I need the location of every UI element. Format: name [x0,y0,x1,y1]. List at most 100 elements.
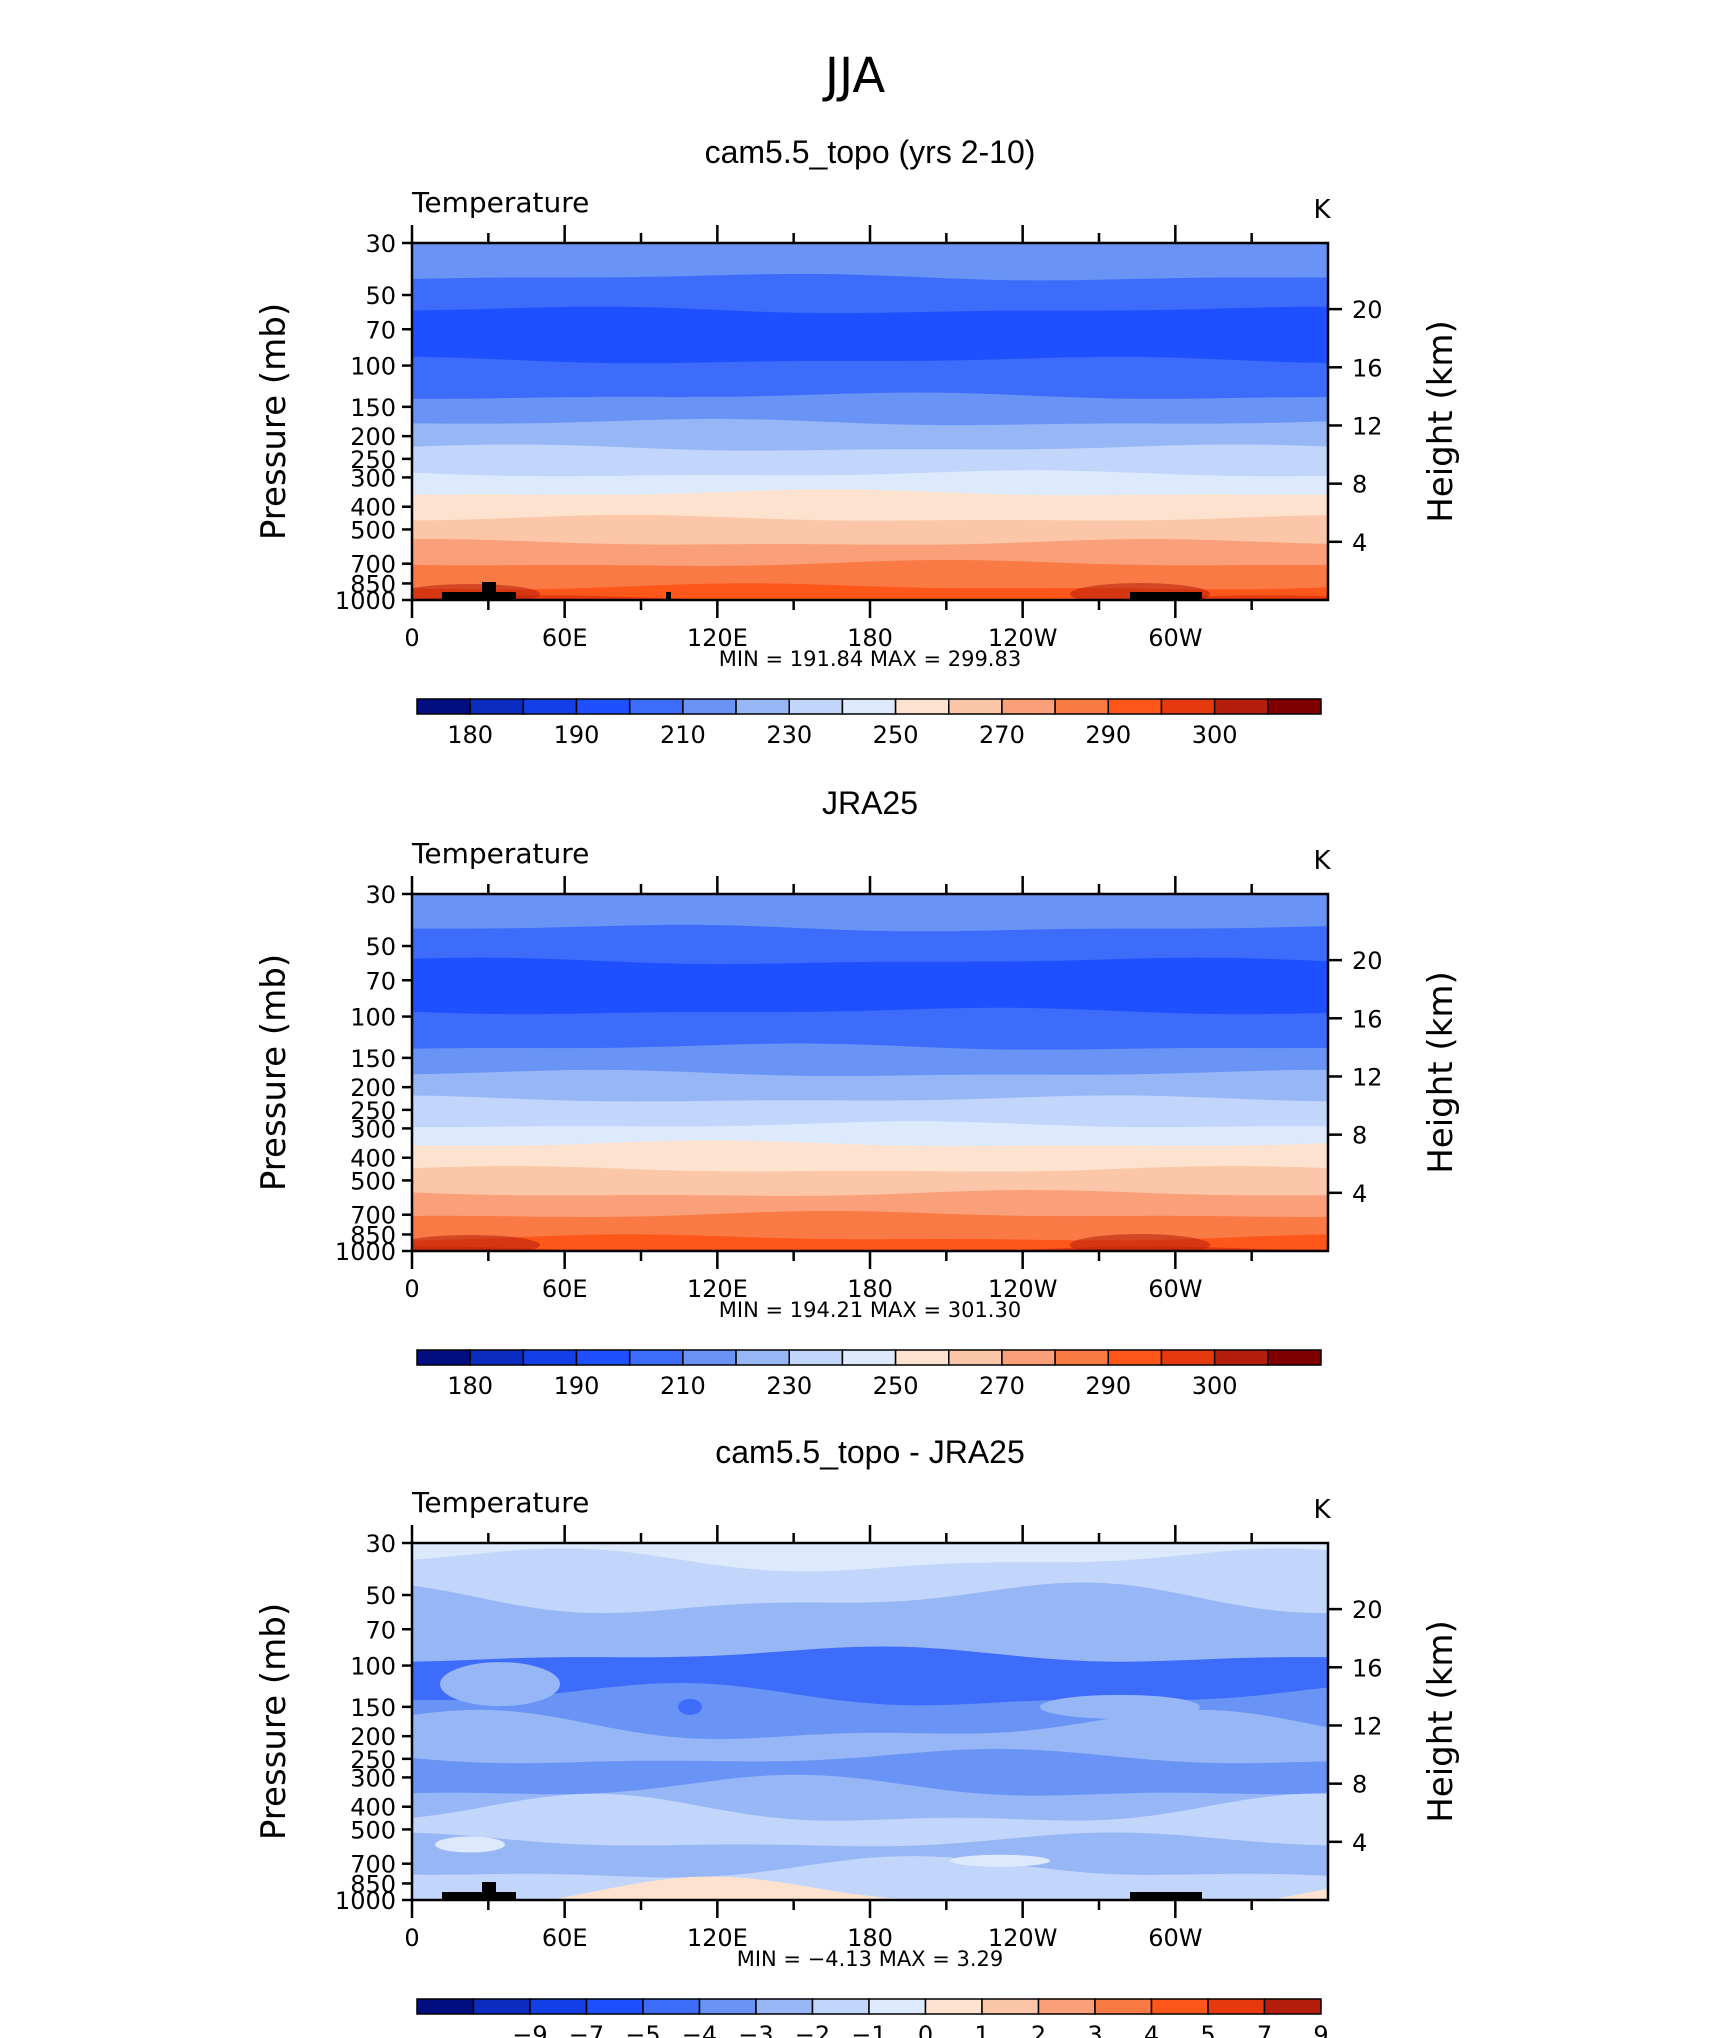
colorbar-swatch-2 [472,1998,531,2015]
topography-mask-1 [442,592,512,600]
y-right-tick-label: 16 [1352,1005,1383,1033]
y-right-tick-label: 4 [1352,529,1367,557]
x-tick-label: 60W [1148,624,1202,652]
y-tick-label: 50 [365,282,396,310]
colorbar-label: −1 [851,2021,886,2038]
y-right-tick-label: 16 [1352,1654,1383,1682]
colorbar-swatch-17 [1267,698,1322,715]
min-max-stats: MIN = 194.21 MAX = 301.30 [719,1298,1021,1322]
contour-blob-2 [1040,1694,1200,1719]
y-axis-title: Pressure (mb) [254,1603,294,1840]
topography-mask-3 [494,1892,516,1900]
min-max-stats: MIN = −4.13 MAX = 3.29 [737,1947,1004,1971]
surface-pocket-1 [412,1235,540,1251]
x-tick-label: 120E [687,1275,748,1303]
y-tick-label: 30 [365,1530,396,1558]
y-tick-label: 1000 [335,1887,396,1915]
y-axis-title: Pressure (mb) [254,303,294,540]
colorbar-swatch-6 [682,1349,737,1366]
colorbar-swatch-3 [522,1349,578,1366]
colorbar-swatch-13 [1094,1998,1153,2015]
y-right-tick-label: 8 [1352,471,1367,499]
colorbar-label: 230 [766,1372,812,1400]
topography-mask-2 [482,582,496,600]
y-right-tick-label: 20 [1352,947,1383,975]
topography-mask-4 [1130,592,1202,600]
colorbar-swatch-3 [522,698,578,715]
min-max-stats: MIN = 191.84 MAX = 299.83 [719,647,1021,671]
colorbar-label: 2 [1031,2021,1046,2038]
units-label: K [1313,846,1331,876]
units-label: K [1313,195,1331,225]
y-tick-label: 500 [350,1167,396,1195]
colorbar-label: 5 [1200,2021,1215,2038]
colorbar-swatch-1 [416,1349,471,1366]
colorbar-swatch-3 [529,1998,588,2015]
y-right-tick-label: 20 [1352,296,1383,324]
y-tick-label: 500 [350,516,396,544]
plot-area [412,243,1328,600]
colorbar-swatch-16 [1213,698,1269,715]
colorbar-swatch-10 [894,698,950,715]
topography-mask-5 [666,592,671,600]
colorbar-swatch-6 [682,698,737,715]
field-label: Temperature [411,186,589,219]
y-tick-label: 70 [365,316,396,344]
colorbar-swatch-6 [698,1998,757,2015]
panel-title: cam5.5_topo (yrs 2-10) [705,134,1036,170]
colorbar-label: 180 [447,1372,493,1400]
figure-title: JJA [822,48,885,104]
colorbar-label: 290 [1085,721,1131,749]
y-tick-label: 400 [350,494,396,522]
y-tick-label: 100 [350,1653,396,1681]
y-right-tick-label: 4 [1352,1180,1367,1208]
colorbar-label: 300 [1192,1372,1238,1400]
colorbar-label: 1 [974,2021,989,2038]
y-right-axis-title: Height (km) [1421,320,1461,523]
chart-panel-3: cam5.5_topo - JRA25 Temperature K 0 60E 120E 1… [254,1434,1461,2038]
y-right-tick-label: 16 [1352,354,1383,382]
chart-panel-2: JRA25 Temperature K 0 60E 120E 180 120W 60W 30 50 7… [254,785,1461,1400]
colorbar-swatch-10 [894,1349,950,1366]
y-tick-label: 200 [350,1723,396,1751]
y-right-tick-label: 12 [1352,1712,1383,1740]
topography-mask-3 [494,592,516,600]
chart-panel-1: cam5.5_topo (yrs 2-10) Temperature K 0 60E 12… [254,134,1461,749]
y-right-axis-title: Height (km) [1421,1620,1461,1823]
colorbar-label: 210 [660,721,706,749]
colorbar-label: 290 [1085,1372,1131,1400]
colorbar-swatch-15 [1160,698,1216,715]
colorbar-label: 270 [979,1372,1025,1400]
y-tick-label: 200 [350,1074,396,1102]
colorbar-label: 4 [1144,2021,1159,2038]
x-tick-label: 120E [687,624,748,652]
y-tick-label: 250 [350,1097,396,1125]
colorbar-label: 9 [1313,2021,1328,2038]
contour-blob-4 [950,1854,1050,1867]
x-tick-label: 0 [404,1924,419,1952]
x-tick-label: 120W [988,624,1058,652]
colorbar-swatch-16 [1213,1349,1269,1366]
contour-blob-3 [435,1836,505,1853]
colorbar-swatch-8 [811,1998,870,2015]
y-tick-label: 250 [350,446,396,474]
colorbar-label: −3 [738,2021,773,2038]
x-tick-label: 0 [404,624,419,652]
colorbar-swatch-11 [948,1349,1003,1366]
colorbar-label: 3 [1087,2021,1102,2038]
x-tick-label: 180 [847,624,893,652]
colorbar-label: 270 [979,721,1025,749]
x-tick-label: 120W [988,1924,1058,1952]
x-tick-label: 60E [542,1924,588,1952]
y-tick-label: 150 [350,394,396,422]
colorbar-swatch-1 [416,1998,475,2015]
colorbar-swatch-17 [1267,1349,1322,1366]
colorbar-swatch-13 [1054,1349,1110,1366]
colorbar-swatch-4 [575,1349,631,1366]
colorbar-label: −4 [682,2021,717,2038]
y-right-tick-label: 20 [1352,1596,1383,1624]
colorbar-swatch-9 [868,1998,927,2015]
panel-title: cam5.5_topo - JRA25 [715,1434,1025,1470]
y-tick-label: 1000 [335,1238,396,1266]
panels: cam5.5_topo (yrs 2-10)Temperature K0 60E 12… [254,134,1461,2038]
